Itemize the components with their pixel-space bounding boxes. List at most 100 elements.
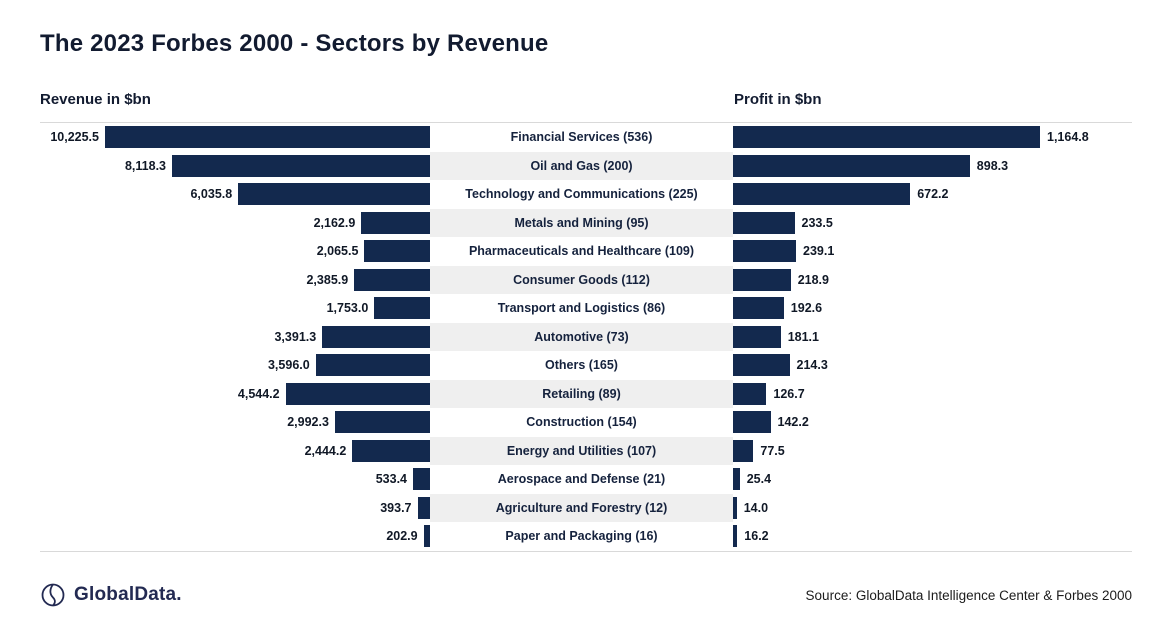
revenue-cell: 2,444.2 (40, 437, 430, 466)
profit-bar (733, 354, 790, 377)
chart-row: 10,225.5 Financial Services (536) 1,164.… (40, 123, 1132, 152)
source-text: Source: GlobalData Intelligence Center &… (805, 587, 1132, 603)
revenue-bar (334, 411, 430, 434)
profit-value-label: 14.0 (743, 500, 769, 515)
chart-row: 8,118.3 Oil and Gas (200) 898.3 (40, 151, 1132, 181)
revenue-cell: 2,065.5 (40, 237, 430, 266)
revenue-bar (352, 439, 430, 462)
revenue-bar (361, 211, 430, 234)
chart-row: 393.7 Agriculture and Forestry (12) 14.0 (40, 493, 1132, 523)
revenue-value-label: 2,162.9 (313, 215, 356, 230)
sector-label: Consumer Goods (112) (430, 265, 733, 294)
axis-header-row: Revenue in $bn Profit in $bn (40, 91, 1132, 108)
globaldata-logo-icon (40, 582, 66, 608)
profit-bar (733, 468, 740, 491)
revenue-value-label: 533.4 (375, 472, 407, 487)
sector-label: Energy and Utilities (107) (430, 436, 733, 465)
revenue-value-label: 3,596.0 (267, 358, 310, 373)
revenue-value-label: 2,444.2 (304, 443, 347, 458)
profit-value-label: 214.3 (796, 358, 828, 373)
profit-value-label: 233.5 (801, 215, 833, 230)
sector-label: Technology and Communications (225) (465, 187, 698, 202)
footer: GlobalData. Source: GlobalData Intellige… (40, 582, 1132, 608)
profit-cell: 1,164.8 (733, 123, 1132, 152)
profit-bar (733, 525, 738, 548)
chart-row: 3,596.0 Others (165) 214.3 (40, 351, 1132, 380)
sector-label: Pharmaceuticals and Healthcare (109) (468, 244, 695, 259)
profit-value-label: 16.2 (744, 529, 769, 544)
chart-row: 6,035.8 Technology and Communications (2… (40, 180, 1132, 209)
profit-value-label: 898.3 (976, 158, 1009, 173)
chart-row: 2,065.5 Pharmaceuticals and Healthcare (… (40, 237, 1132, 266)
profit-bar (733, 240, 796, 263)
chart-row: 533.4 Aerospace and Defense (21) 25.4 (40, 465, 1132, 494)
profit-cell: 192.6 (733, 294, 1132, 323)
sector-label: Transport and Logistics (86) (497, 301, 666, 316)
profit-value-label: 239.1 (803, 244, 835, 259)
revenue-cell: 3,391.3 (40, 323, 430, 352)
profit-cell: 898.3 (733, 152, 1132, 181)
revenue-cell: 4,544.2 (40, 380, 430, 409)
revenue-bar (238, 183, 430, 206)
profit-bar (733, 439, 754, 462)
profit-cell: 25.4 (733, 465, 1132, 494)
profit-value-label: 218.9 (797, 272, 829, 287)
sector-label: Paper and Packaging (16) (505, 529, 658, 544)
profit-cell: 218.9 (733, 266, 1132, 295)
sector-label: Construction (154) (526, 415, 637, 430)
profit-cell: 77.5 (733, 437, 1132, 466)
profit-cell: 239.1 (733, 237, 1132, 266)
profit-bar (733, 325, 781, 348)
revenue-value-label: 8,118.3 (124, 158, 166, 173)
revenue-cell: 8,118.3 (40, 152, 430, 181)
revenue-value-label: 393.7 (380, 500, 412, 515)
profit-bar (733, 183, 911, 206)
globaldata-brand: GlobalData. (40, 582, 182, 608)
revenue-cell: 1,753.0 (40, 294, 430, 323)
profit-value-label: 77.5 (760, 443, 785, 458)
revenue-bar (354, 268, 430, 291)
globaldata-logo-text: GlobalData. (74, 584, 182, 605)
revenue-cell: 6,035.8 (40, 180, 430, 209)
revenue-value-label: 3,391.3 (274, 329, 317, 344)
revenue-value-label: 6,035.8 (190, 187, 233, 202)
revenue-bar (285, 382, 430, 405)
sector-label: Aerospace and Defense (21) (497, 472, 666, 487)
profit-cell: 142.2 (733, 408, 1132, 437)
revenue-bar (364, 240, 430, 263)
profit-cell: 181.1 (733, 323, 1132, 352)
revenue-cell: 2,385.9 (40, 266, 430, 295)
sector-label: Financial Services (536) (510, 130, 653, 145)
revenue-cell: 2,992.3 (40, 408, 430, 437)
revenue-cell: 533.4 (40, 465, 430, 494)
profit-value-label: 126.7 (773, 386, 805, 401)
revenue-bar (105, 126, 430, 149)
chart-rows: 10,225.5 Financial Services (536) 1,164.… (40, 123, 1132, 551)
profit-cell: 672.2 (733, 180, 1132, 209)
revenue-bar (413, 468, 430, 491)
profit-bar (733, 382, 767, 405)
revenue-cell: 10,225.5 (40, 123, 430, 152)
chart-row: 2,992.3 Construction (154) 142.2 (40, 408, 1132, 437)
sector-label: Retailing (89) (430, 379, 733, 408)
revenue-bar (423, 525, 430, 548)
revenue-cell: 393.7 (40, 494, 430, 523)
profit-cell: 233.5 (733, 209, 1132, 238)
revenue-bar (322, 325, 430, 348)
chart-row: 4,544.2 Retailing (89) 126.7 (40, 379, 1132, 409)
page-title: The 2023 Forbes 2000 - Sectors by Revenu… (40, 30, 549, 57)
revenue-value-label: 202.9 (386, 529, 418, 544)
right-axis-label: Profit in $bn (734, 91, 822, 108)
profit-cell: 16.2 (733, 522, 1132, 551)
profit-bar (733, 297, 784, 320)
profit-value-label: 1,164.8 (1047, 130, 1089, 145)
revenue-value-label: 1,753.0 (326, 301, 369, 316)
revenue-value-label: 2,065.5 (316, 244, 359, 259)
profit-bar (733, 154, 970, 177)
sector-label: Metals and Mining (95) (430, 208, 733, 237)
revenue-value-label: 2,992.3 (287, 415, 329, 430)
revenue-cell: 2,162.9 (40, 209, 430, 238)
chart-row: 3,391.3 Automotive (73) 181.1 (40, 322, 1132, 352)
revenue-bar (172, 154, 430, 177)
